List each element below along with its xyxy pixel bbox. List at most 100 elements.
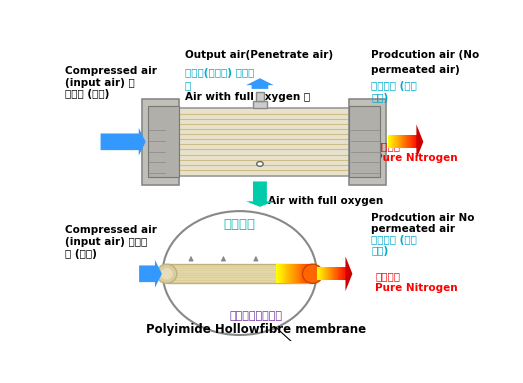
FancyBboxPatch shape — [256, 92, 264, 100]
FancyBboxPatch shape — [305, 264, 306, 283]
FancyBboxPatch shape — [411, 135, 412, 148]
Text: Compressed air
(input air) 压
缩空气 (进气): Compressed air (input air) 压 缩空气 (进气) — [65, 66, 157, 100]
FancyBboxPatch shape — [320, 267, 321, 280]
FancyBboxPatch shape — [399, 135, 400, 148]
FancyBboxPatch shape — [390, 135, 392, 148]
Text: Polyimide Hollowfibre membrane: Polyimide Hollowfibre membrane — [146, 324, 366, 336]
Text: Prodcution air (No: Prodcution air (No — [371, 51, 480, 61]
FancyBboxPatch shape — [276, 264, 278, 283]
FancyBboxPatch shape — [416, 135, 418, 148]
FancyBboxPatch shape — [404, 135, 405, 148]
FancyBboxPatch shape — [326, 267, 327, 280]
Text: 富氧气体
Pure Nitrogen: 富氧气体 Pure Nitrogen — [376, 271, 458, 293]
FancyBboxPatch shape — [253, 100, 267, 108]
FancyBboxPatch shape — [303, 264, 304, 283]
FancyBboxPatch shape — [349, 106, 380, 177]
FancyBboxPatch shape — [287, 264, 288, 283]
FancyBboxPatch shape — [308, 264, 309, 283]
Text: Air with full oxygen: Air with full oxygen — [268, 196, 383, 206]
FancyBboxPatch shape — [388, 135, 389, 148]
FancyBboxPatch shape — [285, 264, 286, 283]
FancyBboxPatch shape — [328, 267, 330, 280]
FancyBboxPatch shape — [397, 135, 399, 148]
FancyBboxPatch shape — [415, 135, 416, 148]
FancyBboxPatch shape — [407, 135, 408, 148]
FancyBboxPatch shape — [310, 264, 311, 283]
FancyBboxPatch shape — [400, 135, 402, 148]
FancyBboxPatch shape — [402, 135, 403, 148]
FancyBboxPatch shape — [293, 264, 294, 283]
FancyBboxPatch shape — [346, 267, 347, 280]
FancyBboxPatch shape — [304, 264, 305, 283]
FancyBboxPatch shape — [343, 267, 344, 280]
FancyBboxPatch shape — [149, 106, 179, 177]
FancyBboxPatch shape — [318, 267, 320, 280]
FancyBboxPatch shape — [349, 99, 385, 185]
FancyBboxPatch shape — [307, 264, 309, 283]
FancyBboxPatch shape — [406, 135, 407, 148]
FancyBboxPatch shape — [333, 267, 334, 280]
FancyBboxPatch shape — [142, 99, 179, 185]
FancyBboxPatch shape — [306, 264, 308, 283]
FancyBboxPatch shape — [335, 267, 337, 280]
Text: permeated air): permeated air) — [371, 65, 460, 75]
FancyBboxPatch shape — [278, 264, 279, 283]
FancyBboxPatch shape — [406, 135, 408, 148]
FancyBboxPatch shape — [403, 135, 405, 148]
FancyBboxPatch shape — [414, 135, 416, 148]
FancyBboxPatch shape — [297, 264, 298, 283]
FancyBboxPatch shape — [327, 267, 329, 280]
FancyBboxPatch shape — [394, 135, 395, 148]
FancyBboxPatch shape — [323, 267, 324, 280]
FancyBboxPatch shape — [321, 267, 322, 280]
FancyBboxPatch shape — [388, 135, 390, 148]
FancyBboxPatch shape — [404, 135, 406, 148]
FancyBboxPatch shape — [312, 264, 313, 283]
FancyBboxPatch shape — [283, 264, 284, 283]
FancyBboxPatch shape — [282, 264, 283, 283]
FancyBboxPatch shape — [313, 264, 314, 283]
FancyBboxPatch shape — [396, 135, 398, 148]
FancyBboxPatch shape — [334, 267, 335, 280]
FancyBboxPatch shape — [329, 267, 331, 280]
FancyBboxPatch shape — [319, 267, 320, 280]
FancyBboxPatch shape — [395, 135, 396, 148]
FancyBboxPatch shape — [167, 264, 313, 283]
FancyBboxPatch shape — [346, 267, 348, 280]
FancyBboxPatch shape — [394, 135, 396, 148]
FancyBboxPatch shape — [392, 135, 393, 148]
FancyBboxPatch shape — [417, 135, 419, 148]
FancyBboxPatch shape — [325, 267, 327, 280]
Text: Compressed air
(input air) 压缩空
气 (进气): Compressed air (input air) 压缩空 气 (进气) — [65, 226, 157, 259]
Text: Air with full oxygen 「: Air with full oxygen 「 — [185, 92, 310, 101]
FancyBboxPatch shape — [301, 264, 303, 283]
FancyBboxPatch shape — [311, 264, 312, 283]
FancyBboxPatch shape — [342, 267, 343, 280]
FancyBboxPatch shape — [309, 264, 310, 283]
FancyBboxPatch shape — [401, 135, 403, 148]
FancyBboxPatch shape — [281, 264, 282, 283]
FancyBboxPatch shape — [296, 264, 297, 283]
FancyBboxPatch shape — [410, 135, 411, 148]
FancyBboxPatch shape — [344, 267, 345, 280]
FancyBboxPatch shape — [288, 264, 290, 283]
FancyBboxPatch shape — [408, 135, 410, 148]
Ellipse shape — [161, 268, 173, 280]
FancyBboxPatch shape — [325, 267, 326, 280]
FancyBboxPatch shape — [347, 267, 349, 280]
Circle shape — [257, 162, 263, 166]
FancyBboxPatch shape — [391, 135, 392, 148]
FancyBboxPatch shape — [283, 264, 285, 283]
FancyBboxPatch shape — [300, 264, 301, 283]
FancyBboxPatch shape — [390, 135, 391, 148]
FancyBboxPatch shape — [410, 135, 412, 148]
FancyBboxPatch shape — [322, 267, 323, 280]
FancyBboxPatch shape — [332, 267, 334, 280]
FancyBboxPatch shape — [336, 267, 337, 280]
FancyBboxPatch shape — [326, 267, 328, 280]
FancyBboxPatch shape — [279, 264, 280, 283]
FancyBboxPatch shape — [339, 267, 341, 280]
FancyBboxPatch shape — [319, 267, 321, 280]
FancyBboxPatch shape — [416, 135, 417, 148]
FancyBboxPatch shape — [331, 267, 332, 280]
